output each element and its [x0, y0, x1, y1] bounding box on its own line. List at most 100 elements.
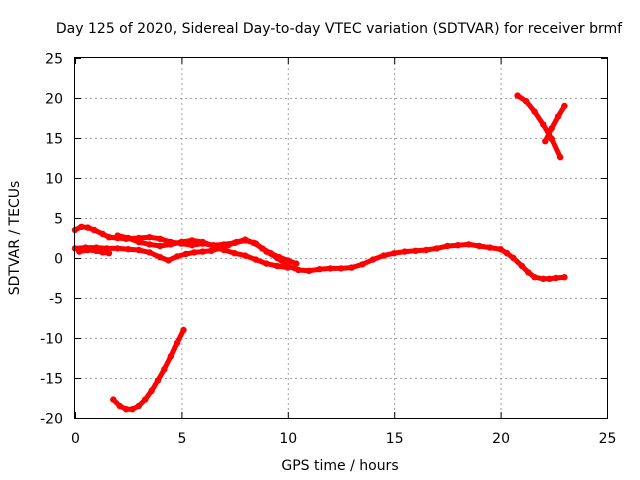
- data-point: [76, 248, 83, 255]
- axis-ticks: 0 5 10 15 20 25 -20 -15 -10 -5 0 5 10 15 20 25: [40, 52, 616, 448]
- data-point: [99, 230, 106, 238]
- x-tick-label: 20: [492, 431, 510, 447]
- y-tick-label: 0: [54, 252, 63, 268]
- data-point: [518, 262, 526, 270]
- data-point: [188, 237, 196, 244]
- data-point: [476, 242, 483, 250]
- x-axis-label: GPS time / hours: [281, 458, 398, 474]
- data-point: [548, 125, 555, 132]
- data-point: [514, 92, 521, 99]
- y-tick-label: 10: [45, 172, 63, 188]
- data-point: [433, 245, 440, 252]
- x-tick-label: 25: [599, 431, 617, 447]
- chart-title: Day 125 of 2020, Sidereal Day-to-day VTE…: [56, 21, 623, 37]
- data-point: [548, 135, 555, 142]
- data-point: [135, 238, 142, 246]
- data-point: [531, 108, 538, 115]
- data-point: [412, 247, 419, 254]
- data-point: [380, 252, 387, 259]
- data-point: [116, 402, 123, 410]
- data-point: [135, 402, 142, 410]
- data-point: [167, 353, 174, 360]
- data-point: [99, 249, 106, 256]
- data-point: [156, 254, 164, 261]
- data-point: [465, 241, 472, 248]
- data-series: [71, 92, 568, 413]
- data-point: [199, 248, 206, 255]
- data-point: [259, 245, 266, 252]
- data-point: [84, 246, 92, 254]
- data-point: [165, 257, 172, 264]
- data-point: [233, 238, 240, 246]
- data-point: [250, 239, 257, 246]
- data-point: [242, 252, 249, 259]
- data-point: [348, 264, 355, 271]
- data-point: [293, 260, 300, 267]
- data-point: [561, 102, 568, 110]
- data-point: [156, 235, 164, 242]
- data-point: [199, 238, 206, 246]
- data-point: [161, 366, 168, 373]
- data-point: [105, 250, 113, 257]
- data-point: [497, 246, 504, 253]
- data-point: [78, 223, 85, 230]
- data-point: [146, 249, 153, 256]
- data-point: [503, 250, 511, 257]
- data-point: [263, 260, 270, 267]
- y-tick-label: -10: [40, 332, 63, 348]
- data-point: [142, 396, 149, 403]
- y-tick-label: 15: [45, 132, 63, 148]
- data-point: [305, 267, 313, 274]
- data-point: [91, 226, 98, 234]
- data-point: [188, 242, 196, 249]
- data-point: [191, 249, 198, 256]
- y-tick-label: -5: [49, 292, 63, 308]
- data-point: [540, 121, 547, 128]
- data-point: [337, 265, 345, 272]
- data-point: [552, 274, 560, 282]
- data-point: [486, 244, 494, 251]
- y-tick-label: -20: [40, 412, 63, 428]
- data-point: [522, 98, 530, 105]
- data-point: [84, 224, 92, 231]
- data-point: [231, 250, 238, 257]
- series-line-track-5: [110, 327, 186, 412]
- data-point: [252, 256, 260, 263]
- data-point: [114, 232, 121, 239]
- data-point: [122, 406, 130, 413]
- data-point: [114, 245, 121, 252]
- data-point: [208, 247, 215, 254]
- plot-frame: [74, 57, 608, 419]
- x-tick-label: 15: [386, 431, 404, 447]
- data-point: [284, 257, 291, 264]
- x-tick-label: 5: [177, 431, 186, 447]
- data-point: [444, 242, 451, 250]
- data-point: [148, 387, 155, 394]
- data-point: [167, 241, 174, 248]
- data-point: [327, 265, 334, 272]
- data-point: [276, 254, 283, 261]
- data-point: [274, 262, 281, 270]
- data-point: [267, 250, 274, 257]
- y-tick-label: 20: [45, 92, 63, 108]
- data-point: [510, 254, 517, 262]
- data-point: [316, 266, 323, 273]
- y-tick-label: 25: [45, 52, 63, 68]
- data-point: [546, 275, 553, 282]
- data-point: [156, 242, 164, 250]
- y-tick-label: 5: [54, 212, 63, 228]
- series-line-track-7: [542, 103, 567, 144]
- y-tick-label: -15: [40, 372, 63, 388]
- data-point: [146, 241, 153, 248]
- data-point: [561, 274, 568, 281]
- data-point: [135, 246, 142, 254]
- data-point: [178, 238, 185, 246]
- data-point: [105, 234, 113, 241]
- data-point: [542, 138, 549, 145]
- y-axis-label: SDTVAR / TECUs: [7, 181, 23, 296]
- data-point: [391, 250, 398, 257]
- data-point: [110, 396, 117, 403]
- data-point: [369, 256, 377, 263]
- data-point: [540, 275, 547, 282]
